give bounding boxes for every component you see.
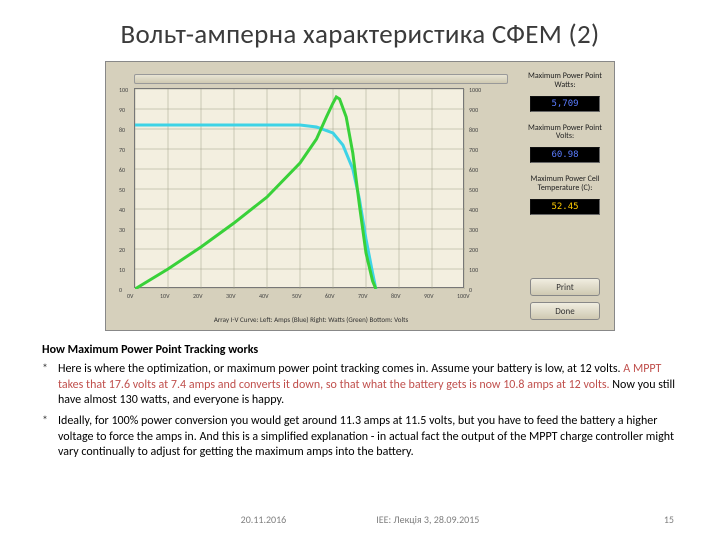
page-title: Вольт-амперна характеристика СФЕМ (2) — [0, 0, 720, 61]
bullet-icon: * — [42, 414, 48, 460]
footer-page: 15 — [664, 513, 674, 526]
footer: 20.11.2016 ІЕЕ: Лекція 3, 28.09.2015 15 — [0, 513, 720, 526]
xaxis-label: Array I-V Curve: Left: Amps (Blue) Right… — [214, 315, 408, 324]
footer-date: 20.11.2016 — [241, 513, 287, 526]
readout-volts-value: 60.98 — [530, 147, 600, 163]
text-heading: How Maximum Power Point Tracking works — [42, 343, 678, 358]
plot-title-bar — [134, 74, 508, 84]
text-block: How Maximum Power Point Tracking works *… — [0, 331, 720, 461]
side-panel: Maximum Power Point Watts: 5,709 Maximum… — [516, 62, 614, 330]
bullet-2: * Ideally, for 100% power conversion you… — [42, 414, 678, 460]
done-button[interactable]: Done — [530, 302, 600, 320]
plot-region: 0102030405060708090100 01002003004005006… — [106, 62, 516, 330]
bullet-icon: * — [42, 362, 48, 408]
readout-temp-label: Maximum Power Cell Temperature (C): — [524, 175, 606, 193]
readout-watts-label: Maximum Power Point Watts: — [524, 72, 606, 90]
bullet-1-text: Here is where the optimization, or maxim… — [58, 362, 678, 408]
readout-watts-value: 5,709 — [530, 96, 600, 112]
bullet-1: * Here is where the optimization, or max… — [42, 362, 678, 408]
bullet-2-text: Ideally, for 100% power conversion you w… — [58, 414, 678, 460]
plot-box: 0102030405060708090100 01002003004005006… — [134, 88, 464, 288]
readout-volts-label: Maximum Power Point Volts: — [524, 124, 606, 142]
readout-temp-value: 52.45 — [530, 199, 600, 215]
chart-svg — [135, 89, 465, 289]
print-button[interactable]: Print — [530, 278, 600, 296]
chart-panel: 0102030405060708090100 01002003004005006… — [105, 61, 615, 331]
footer-mid: ІЕЕ: Лекція 3, 28.09.2015 — [376, 513, 479, 526]
